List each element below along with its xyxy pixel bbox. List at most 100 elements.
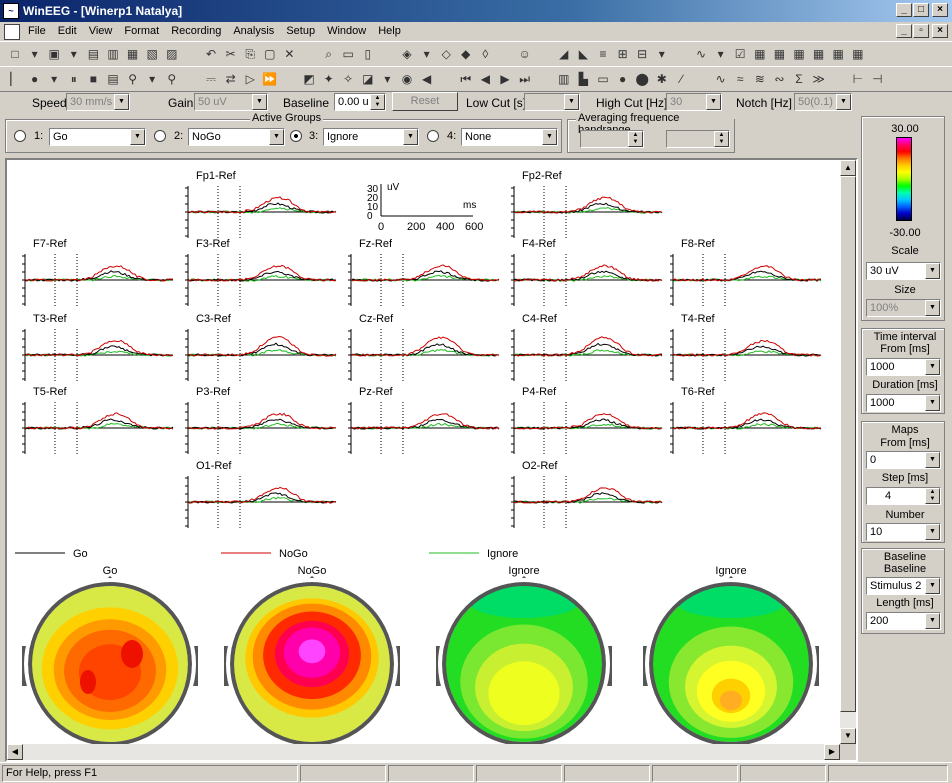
record-icon[interactable]: ● [30,72,39,86]
new-file-icon[interactable]: □ [11,47,19,61]
menu-edit[interactable]: Edit [57,25,77,37]
target-icon[interactable]: ◉ [401,72,413,86]
spinner-icon[interactable]: ▲ ▼ [370,94,385,110]
sine-icon[interactable]: ∿ [715,72,726,86]
number-select[interactable]: 10 ▼ [866,523,941,541]
size-select[interactable]: 100% ▼ [866,299,941,317]
window-icon[interactable]: ◪ [362,72,374,86]
slash-icon[interactable]: ∕ [680,72,683,86]
notch-select[interactable]: 50(0.1) ▼ [794,93,852,111]
copy-icon[interactable]: ⎘ [245,46,255,61]
vertical-scroll-thumb[interactable] [840,176,856,712]
wave-icon[interactable]: ∿ [695,47,707,61]
save-icon[interactable]: ▤ [87,47,100,61]
averaging-from-input[interactable]: ▲ ▼ [580,130,644,148]
vertical-scrollbar[interactable]: ▲ ▼ [840,160,856,744]
scatter-icon[interactable]: ✱ [656,72,667,86]
monitor-icon[interactable]: ▤ [107,72,119,86]
first-icon[interactable]: ⏮ [460,71,472,86]
group-1-select[interactable]: Go ▼ [49,128,146,146]
grid-dropdown-icon[interactable]: ▾ [658,47,665,61]
paste-icon[interactable]: ▢ [264,47,276,61]
doc-minimize-button[interactable]: _ [896,24,912,38]
speed-select[interactable]: 30 mm/s ▼ [66,93,130,111]
cut-icon[interactable]: ✂ [225,47,236,61]
duration-select[interactable]: 1000 ▼ [866,394,941,412]
filter-2-icon[interactable]: ◣ [578,47,588,61]
reset-button[interactable]: Reset [392,92,458,111]
spinner-icon[interactable]: ▲ ▼ [628,131,643,147]
print-preview-icon[interactable]: ▦ [126,47,139,61]
group-4-radio[interactable] [427,130,439,142]
menu-recording[interactable]: Recording [171,25,222,37]
group-2-radio[interactable] [154,130,166,142]
last-icon[interactable]: ⏭ [519,71,530,86]
marker-icon[interactable]: ◈ [402,47,412,61]
menu-view[interactable]: View [88,25,113,37]
check-icon[interactable]: ☑ [734,47,746,61]
minimize-button[interactable]: _ [896,3,912,17]
spark-icon[interactable]: ✦ [323,72,334,86]
record-dropdown-icon[interactable]: ▾ [51,72,58,86]
sum-icon[interactable]: Σ [795,72,803,86]
baseline-input[interactable]: 0.00 u ▲ ▼ [334,93,386,111]
new-dropdown-icon[interactable]: ▾ [31,47,38,61]
length-select[interactable]: 200 ▼ [866,612,941,630]
gain-select[interactable]: 50 uV ▼ [194,93,268,111]
undo-icon[interactable]: ↶ [205,47,217,61]
marker-dropdown-icon[interactable]: ▾ [423,47,430,61]
doc-restore-button[interactable]: ▫ [913,24,929,38]
zoom-icon[interactable]: ⚲ [128,72,137,86]
menu-window[interactable]: Window [327,25,367,37]
next-icon[interactable]: ▶ [500,72,510,86]
group-3-select[interactable]: Ignore ▼ [323,128,419,146]
patient-icon[interactable]: ☺ [518,47,531,61]
rect-icon[interactable]: ▭ [597,72,609,86]
menu-analysis[interactable]: Analysis [233,25,275,37]
highcut-select[interactable]: 30 ▼ [666,93,722,111]
scroll-up-button[interactable]: ▲ [840,160,856,176]
spinner-icon[interactable]: ▲ ▼ [714,131,729,147]
table-4-icon[interactable]: ▦ [812,47,825,61]
document-icon[interactable] [4,23,20,40]
cursor-icon[interactable]: ▏ [10,72,20,86]
compress-icon[interactable]: ≫ [812,72,825,86]
audio-icon[interactable]: ◀ [421,72,432,86]
pause-icon[interactable]: ⏸ [70,71,77,86]
menu-help[interactable]: Help [378,25,401,37]
grid-icon[interactable]: ⊞ [617,47,628,61]
montage-icon[interactable]: ≡ [599,47,607,61]
lowcut-select[interactable]: ▼ [524,93,580,111]
menu-setup[interactable]: Setup [286,25,316,37]
screen-icon[interactable]: ◩ [303,72,315,86]
play-cursor-icon[interactable]: ▷ [245,72,255,86]
baseline-select[interactable]: Stimulus 2 ▼ [866,577,941,595]
table-3-icon[interactable]: ▦ [793,47,805,61]
circle-2-icon[interactable]: ⬤ [635,72,649,86]
group-3-radio[interactable] [290,130,302,142]
scale-select[interactable]: 30 uV ▼ [866,262,941,280]
print-icon[interactable]: ▧ [146,47,158,61]
filter-icon[interactable]: ◢ [559,47,569,61]
wave-dropdown-icon[interactable]: ▾ [717,47,724,61]
group-4-select[interactable]: None ▼ [461,128,558,146]
bars-icon[interactable]: ▥ [558,72,570,86]
approx-icon[interactable]: ≈ [736,72,744,86]
prev-icon[interactable]: ◀ [480,72,490,86]
table-2-icon[interactable]: ▦ [773,47,786,61]
step-input[interactable]: 4 ▲ ▼ [866,487,941,505]
triple-wave-icon[interactable]: ≋ [754,72,765,86]
marker-next-icon[interactable]: ◆ [461,47,471,61]
open-dropdown-icon[interactable]: ▾ [70,47,77,61]
scroll-right-button[interactable]: ▶ [824,744,840,760]
marker-prev-icon[interactable]: ◊ [482,47,489,61]
maximize-button[interactable]: □ [913,3,929,17]
doc-close-button[interactable]: × [932,24,948,38]
bracket-2-icon[interactable]: ⊣ [872,72,883,86]
open-folder-icon[interactable]: ▣ [48,47,60,61]
zoom-2-icon[interactable]: ⚲ [167,72,177,86]
marker-remove-icon[interactable]: ◇ [441,47,451,61]
table-6-icon[interactable]: ▦ [852,47,864,61]
scroll-left-button[interactable]: ◀ [7,744,23,760]
swap-icon[interactable]: ⇄ [225,72,236,86]
